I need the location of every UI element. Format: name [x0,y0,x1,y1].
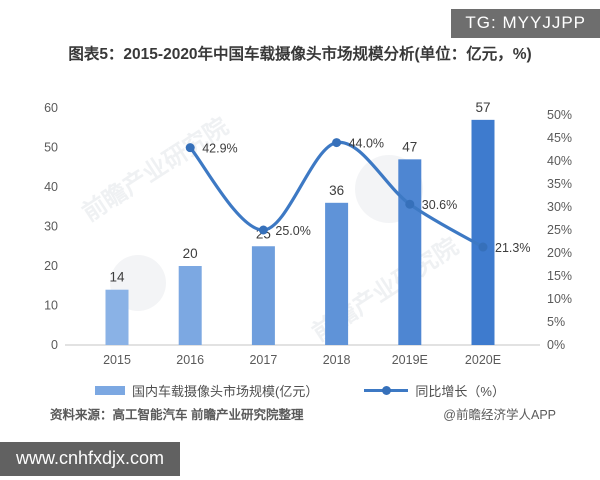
bar-2017 [251,246,275,345]
line-marker [332,138,342,148]
line-value-label: 25.0% [275,224,310,238]
bar-value-label: 47 [402,139,417,154]
source-note: 资料来源：高工智能汽车 前瞻产业研究院整理 [50,408,304,422]
bar-value-label: 20 [183,246,198,261]
bar-2018 [325,202,349,345]
right-axis-tick: 10% [547,292,572,306]
line-marker [185,143,195,153]
line-marker [405,199,415,209]
right-axis-tick: 20% [547,246,572,260]
left-axis-tick: 40 [44,180,58,194]
tg-badge: TG: MYYJJPP [451,9,600,38]
chart-legend: 国内车载摄像头市场规模(亿元） 同比增长（%） [0,381,600,400]
x-axis-label: 2016 [176,353,204,367]
right-axis-tick: 0% [547,338,565,352]
publisher-note: @前瞻经济学人APP [443,408,556,422]
bar-2019E [398,159,422,345]
left-axis-tick: 30 [44,220,58,234]
line-value-label: 42.9% [202,142,237,156]
x-axis-label: 2020E [465,353,501,367]
right-axis-tick: 40% [547,154,572,168]
bar-value-label: 36 [329,183,344,198]
bar-2020E [471,119,495,345]
legend-label-market-size: 国内车载摄像头市场规模(亿元） [132,384,319,399]
line-value-label: 44.0% [349,137,384,151]
x-axis-label: 2019E [392,353,428,367]
legend-item-market-size[interactable]: 国内车载摄像头市场规模(亿元） [95,381,318,400]
legend-item-yoy-growth[interactable]: 同比增长（%） [364,381,505,400]
left-axis-tick: 10 [44,299,58,313]
left-axis-tick: 60 [44,101,58,115]
bar-2015 [105,289,129,345]
right-axis-tick: 15% [547,269,572,283]
right-axis-tick: 35% [547,177,572,191]
right-axis-tick: 45% [547,131,572,145]
x-axis-label: 2018 [323,353,351,367]
line-marker [478,242,488,252]
line-value-label: 30.6% [422,198,457,212]
left-axis-tick: 0 [51,338,58,352]
right-axis-tick: 25% [547,223,572,237]
line-marker [258,225,268,235]
bar-series-swatch [95,386,126,395]
chart-title: 图表5：2015-2020年中国车载摄像头市场规模分析(单位：亿元，%) [68,46,532,63]
site-watermark-badge: www.cnhfxdjx.com [0,442,181,476]
bar-value-label: 57 [475,100,490,115]
bar-2016 [178,266,202,345]
right-axis-tick: 30% [547,200,572,214]
left-axis-tick: 20 [44,259,58,273]
line-series-swatch [364,386,409,395]
right-axis-tick: 50% [547,108,572,122]
combo-chart: 0 10 20 30 40 50 60 0% 5% 10% 15% 20% 25% 30% 35% 40% 45… [44,100,572,367]
legend-label-yoy-growth: 同比增长（%） [415,384,505,399]
left-axis-tick: 50 [44,141,58,155]
line-value-label: 21.3% [495,241,530,255]
bar-value-label: 14 [109,270,125,285]
line-marker-icon [381,386,391,395]
right-axis-tick: 5% [547,315,565,329]
x-axis-label: 2015 [103,353,131,367]
chart-footer: 资料来源：高工智能汽车 前瞻产业研究院整理 @前瞻经济学人APP [50,404,556,423]
x-axis-label: 2017 [249,353,277,367]
